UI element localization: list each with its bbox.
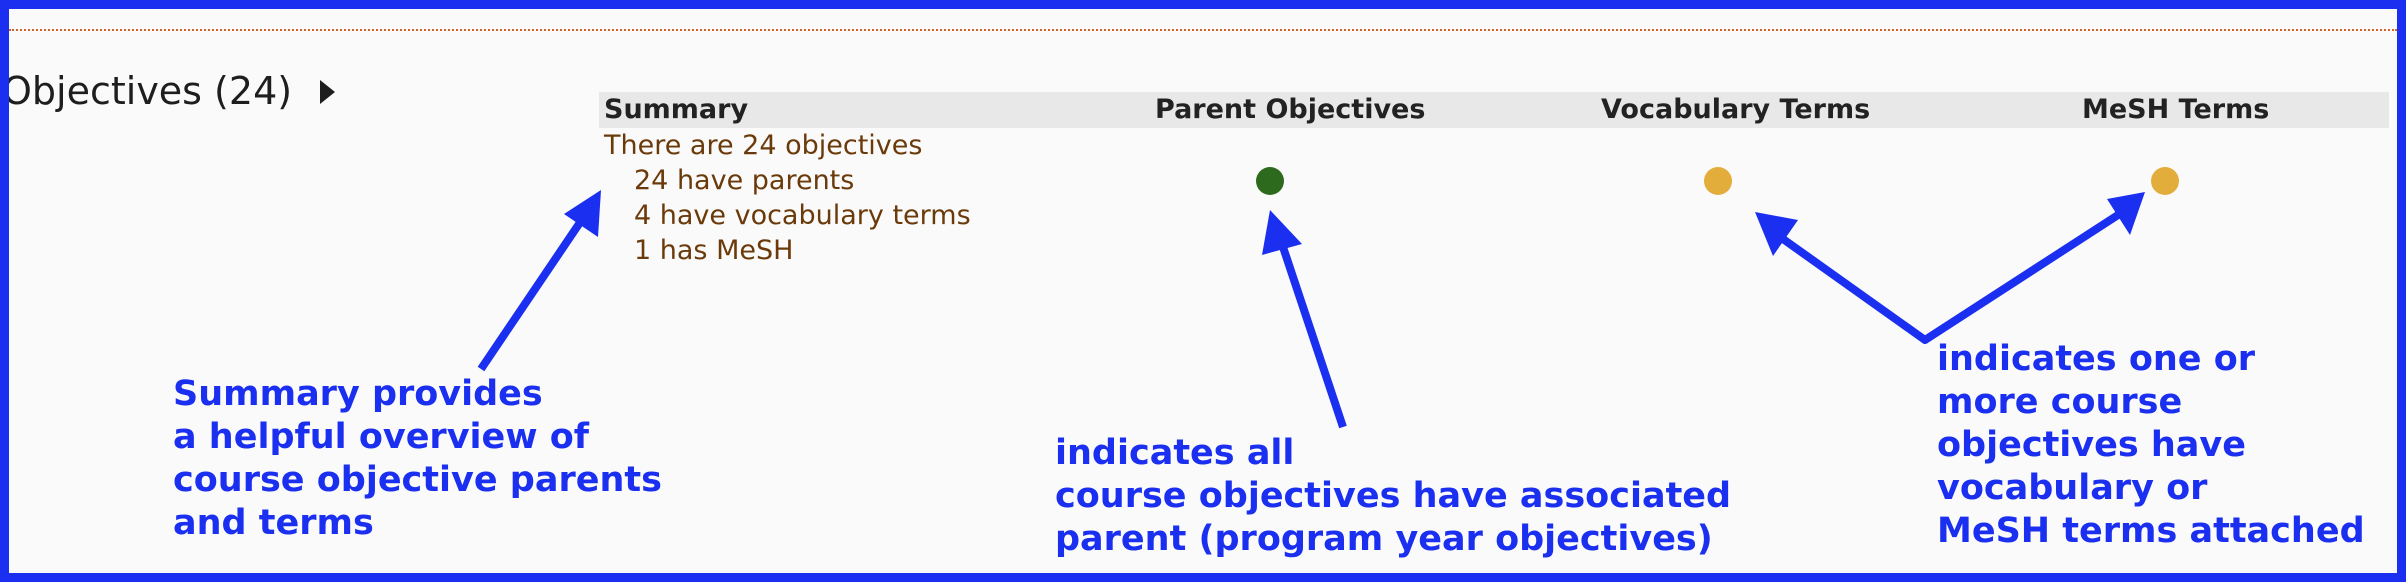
annotation-line: and terms	[173, 503, 374, 543]
annotation-line: course objectives have associated	[1055, 476, 1732, 516]
mesh-arrow-head	[2107, 192, 2145, 235]
parent-objectives-status-dot-icon	[1256, 167, 1284, 195]
table-header-row	[599, 92, 2389, 128]
summary-mesh: 1 has MeSH	[634, 235, 794, 266]
terms-annotation: indicates one or more course objectives …	[1937, 338, 2365, 553]
expand-caret-icon[interactable]	[320, 80, 336, 104]
summary-arrow-head	[564, 190, 601, 237]
parent-arrow-head	[1262, 210, 1302, 255]
annotation-line: parent (program year objectives)	[1055, 519, 1713, 559]
parent-annotation: indicates all course objectives have ass…	[1055, 432, 1731, 561]
column-header-summary: Summary	[604, 94, 749, 125]
column-header-vocabulary-terms: Vocabulary Terms	[1601, 94, 1871, 125]
annotation-line: more course	[1937, 382, 2183, 422]
parent-arrow-shaft	[1278, 242, 1347, 429]
annotation-line: indicates one or	[1937, 339, 2256, 379]
annotation-line: course objective parents	[173, 460, 662, 500]
column-header-mesh-terms: MeSH Terms	[2082, 94, 2270, 125]
objectives-section-header[interactable]: Objectives (24)	[2, 66, 336, 116]
annotation-line: indicates all	[1055, 433, 1295, 473]
summary-annotation: Summary provides a helpful overview of c…	[173, 373, 662, 545]
annotation-line: a helpful overview of	[173, 417, 590, 457]
summary-vocabulary: 4 have vocabulary terms	[634, 200, 971, 231]
annotation-line: objectives have	[1937, 425, 2246, 465]
mesh-terms-status-dot-icon	[2151, 167, 2179, 195]
summary-arrow-shaft	[477, 215, 587, 372]
annotation-line: Summary provides	[173, 374, 543, 414]
objectives-summary: There are 24 objectives 24 have parents …	[604, 128, 971, 268]
section-title: Objectives (24)	[2, 69, 293, 113]
summary-total: There are 24 objectives	[604, 130, 923, 161]
annotation-line: vocabulary or	[1937, 468, 2208, 508]
terms-arrow-shafts	[1780, 211, 2121, 344]
vocabulary-arrow-head	[1755, 212, 1798, 256]
column-header-parent-objectives: Parent Objectives	[1155, 94, 1426, 125]
annotation-line: MeSH terms attached	[1937, 511, 2365, 551]
section-divider	[9, 29, 2397, 31]
vocabulary-terms-status-dot-icon	[1704, 167, 1732, 195]
summary-parents: 24 have parents	[634, 165, 855, 196]
